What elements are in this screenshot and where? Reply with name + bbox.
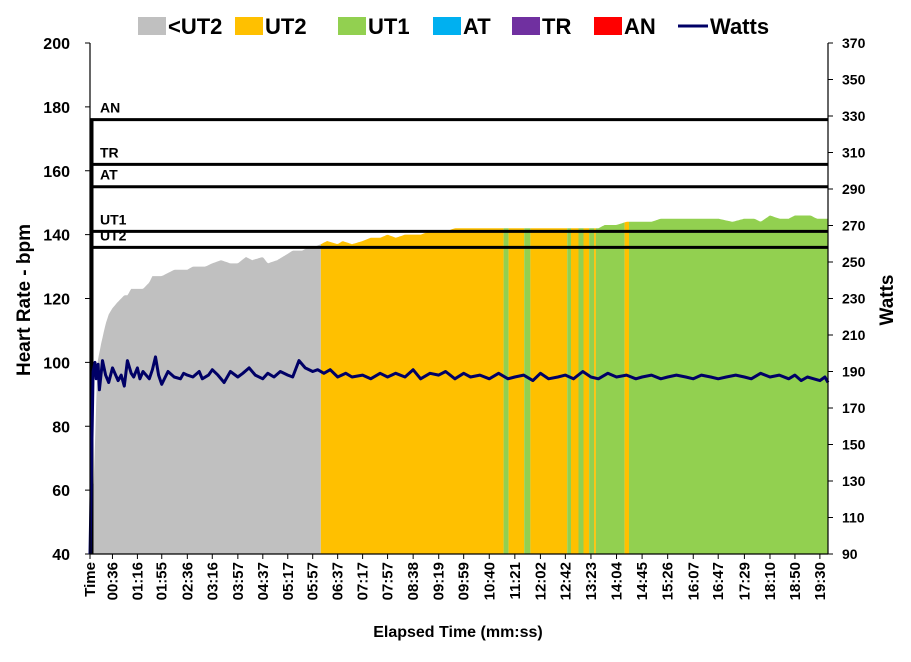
y2-tick-label-4: 170 xyxy=(842,400,866,416)
x-tick-label-4: 02:36 xyxy=(179,562,196,600)
x-tick-label-16: 10:40 xyxy=(481,562,498,600)
y-tick-label-6: 160 xyxy=(43,164,70,181)
x-tick-label-10: 06:37 xyxy=(330,562,347,600)
x-tick-label-6: 03:57 xyxy=(230,562,247,600)
legend-label-1: UT2 xyxy=(265,14,307,39)
y2-tick-label-9: 270 xyxy=(842,218,866,234)
y-tick-label-2: 80 xyxy=(52,419,70,436)
x-tick-label-26: 17:29 xyxy=(736,562,753,600)
legend-label-3: AT xyxy=(463,14,491,39)
y-tick-label-7: 180 xyxy=(43,100,70,117)
zone-area-14 xyxy=(629,215,828,554)
x-tick-label-25: 16:47 xyxy=(710,562,727,600)
zone-area-3 xyxy=(508,228,525,554)
y-tick-label-5: 140 xyxy=(43,228,70,245)
x-tick-label-29: 19:30 xyxy=(812,562,829,600)
x-tick-label-20: 13:23 xyxy=(583,562,600,600)
legend-label-4: TR xyxy=(542,14,571,39)
y-tick-label-1: 60 xyxy=(52,483,70,500)
x-tick-label-17: 11:21 xyxy=(507,562,524,600)
zone-area-9 xyxy=(583,228,590,554)
legend-swatch-2 xyxy=(338,17,366,35)
x-tick-label-0: Time xyxy=(82,562,99,597)
x-axis-title: Elapsed Time (mm:ss) xyxy=(373,624,543,641)
zone-area-6 xyxy=(567,228,571,554)
y2-tick-label-8: 250 xyxy=(842,254,866,270)
y-tick-label-4: 120 xyxy=(43,292,70,309)
legend-label-2: UT1 xyxy=(368,14,410,39)
x-tick-label-14: 09:19 xyxy=(431,562,448,600)
x-tick-label-9: 05:57 xyxy=(305,562,322,600)
x-tick-label-8: 05:17 xyxy=(280,562,297,600)
x-tick-label-5: 03:16 xyxy=(204,562,221,600)
y-axis-tick-labels: 40 60 80 100 120 140 160 180 200 xyxy=(43,36,70,564)
zone-area-10 xyxy=(589,228,595,554)
y-tick-label-3: 100 xyxy=(43,355,70,372)
zone-area-4 xyxy=(524,228,531,554)
x-tick-label-3: 01:55 xyxy=(154,562,171,600)
y2-tick-label-13: 350 xyxy=(842,72,866,88)
watts-series-line xyxy=(88,355,830,555)
heart-rate-zone-area xyxy=(90,215,828,555)
y2-tick-label-11: 310 xyxy=(842,145,866,161)
y-axis-title: Heart Rate - bpm xyxy=(14,224,35,376)
legend-swatch-5 xyxy=(594,17,622,35)
threshold-label-at: AT xyxy=(100,167,118,183)
x-tick-label-1: 00:36 xyxy=(105,562,122,600)
x-axis-tick-labels: Time 00:36 01:16 01:55 02:36 03:16 03:57 04:37 0… xyxy=(82,554,829,600)
x-tick-label-19: 12:42 xyxy=(557,562,574,600)
legend-swatch-3 xyxy=(433,17,461,35)
y2-tick-label-1: 110 xyxy=(842,510,865,526)
legend-swatch-4 xyxy=(512,17,540,35)
y2-tick-label-14: 370 xyxy=(842,35,866,51)
y2-tick-label-7: 230 xyxy=(842,291,866,307)
y2-tick-label-6: 210 xyxy=(842,327,866,343)
y2-axis-title: Watts xyxy=(877,274,898,325)
x-tick-label-21: 14:04 xyxy=(609,561,626,600)
legend-label-watts: Watts xyxy=(710,14,769,39)
x-tick-label-2: 01:16 xyxy=(129,562,146,600)
x-tick-label-7: 04:37 xyxy=(255,562,272,600)
threshold-label-tr: TR xyxy=(100,144,119,160)
x-tick-label-11: 07:17 xyxy=(355,562,372,600)
zone-area-13 xyxy=(624,221,629,555)
y2-tick-label-3: 150 xyxy=(842,437,866,453)
zone-area-12 xyxy=(595,222,625,554)
zone-area-8 xyxy=(578,228,584,554)
y-tick-label-0: 40 xyxy=(52,547,70,564)
x-tick-label-27: 18:10 xyxy=(762,562,779,600)
x-tick-label-12: 07:57 xyxy=(380,562,397,600)
x-tick-label-28: 18:50 xyxy=(787,562,804,600)
x-tick-label-23: 15:26 xyxy=(660,562,677,600)
zone-area-7 xyxy=(571,228,579,554)
y2-tick-label-12: 330 xyxy=(842,108,866,124)
x-tick-label-18: 12:02 xyxy=(532,562,549,600)
x-tick-label-13: 08:38 xyxy=(405,562,422,600)
zone-area-11 xyxy=(594,228,596,554)
y2-tick-label-0: 90 xyxy=(842,546,858,562)
legend-label-5: AN xyxy=(624,14,656,39)
chart-legend: <UT2 UT2 UT1 AT TR AN Watts xyxy=(138,14,769,39)
zone-area-5 xyxy=(530,228,568,554)
legend-swatch-0 xyxy=(138,17,166,35)
y-axis-ticks xyxy=(85,42,833,555)
threshold-label-ut1: UT1 xyxy=(100,211,127,227)
zone-area-1 xyxy=(320,228,504,554)
threshold-label-ut2: UT2 xyxy=(100,227,127,243)
y2-tick-label-10: 290 xyxy=(842,181,866,197)
y2-axis-tick-labels: 90 110 130 150 170 190 210 230 250 270 290 310 330 35… xyxy=(842,35,866,562)
threshold-label-an: AN xyxy=(100,100,120,116)
zone-area-2 xyxy=(503,228,509,554)
y-tick-label-8: 200 xyxy=(43,36,70,53)
x-tick-label-24: 16:07 xyxy=(685,562,702,600)
x-tick-label-22: 14:45 xyxy=(634,562,651,600)
legend-swatch-1 xyxy=(235,17,263,35)
y2-tick-label-2: 130 xyxy=(842,473,866,489)
zone-area-0 xyxy=(90,244,321,554)
x-tick-label-15: 09:59 xyxy=(456,562,473,600)
legend-label-0: <UT2 xyxy=(168,14,222,39)
y2-tick-label-5: 190 xyxy=(842,364,866,380)
